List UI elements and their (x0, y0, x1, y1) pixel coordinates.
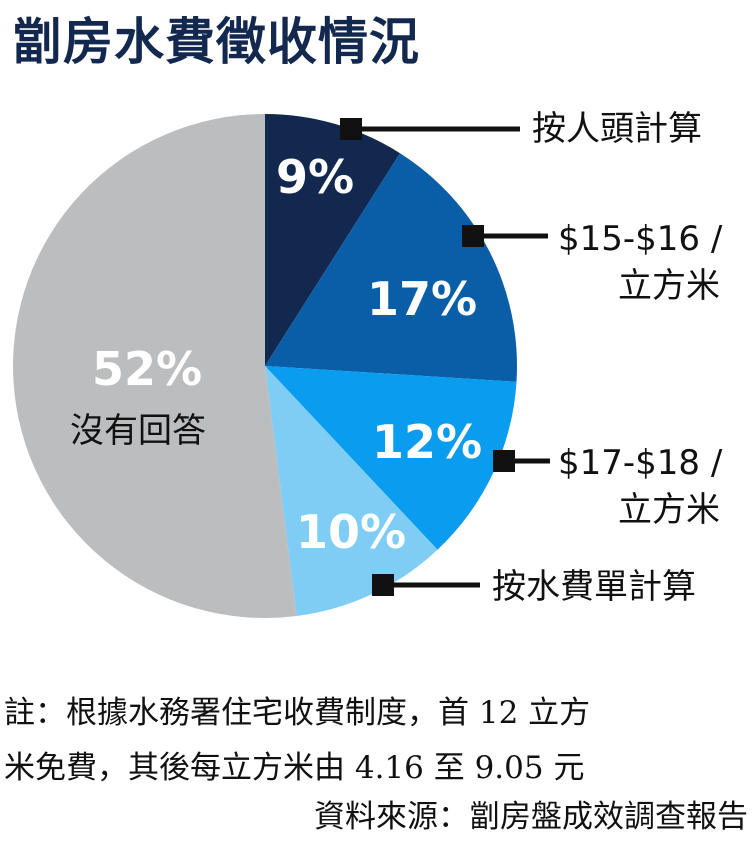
callout-label-head: 按人頭計算 (532, 109, 702, 149)
callout-marker-head (340, 118, 362, 140)
slice-label-no-answer: 沒有回答 (70, 411, 206, 451)
slice-percent-bill: 10% (296, 505, 406, 559)
slice-percent-rate1: 17% (367, 272, 477, 326)
callout-label-rate2-line2: 立方米 (618, 490, 720, 530)
footnote-line-2: 米免費，其後每立方米由 4.16 至 9.05 元 (4, 750, 585, 786)
slice-percent-no-answer: 52% (92, 342, 202, 396)
callout-label-rate1-line1: $15-$16 / (558, 219, 723, 259)
callout-marker-bill (372, 574, 394, 596)
callout-label-bill: 按水費單計算 (492, 567, 696, 607)
source-line: 資料來源：劏房盤成效調查報告 (314, 799, 748, 835)
pie-slice-bill (265, 366, 438, 617)
callout-marker-rate2 (493, 450, 515, 472)
slice-percent-rate2: 12% (372, 415, 482, 469)
pie-slice-rate2 (265, 366, 517, 550)
pie-slice-head (265, 114, 401, 366)
callout-marker-rate1 (462, 225, 484, 247)
callout-label-rate1-line2: 立方米 (618, 266, 720, 306)
chart-title: 劏房水費徵收情況 (12, 13, 420, 71)
pie-slice-no-answer (13, 114, 297, 618)
footnote-line-1: 註：根據水務署住宅收費制度，首 12 立方 (4, 695, 591, 731)
pie-slice-rate1 (265, 153, 517, 382)
callout-label-rate2-line1: $17-$18 / (558, 443, 723, 483)
pie-slices (13, 114, 517, 618)
slice-percent-head: 9% (276, 150, 354, 204)
